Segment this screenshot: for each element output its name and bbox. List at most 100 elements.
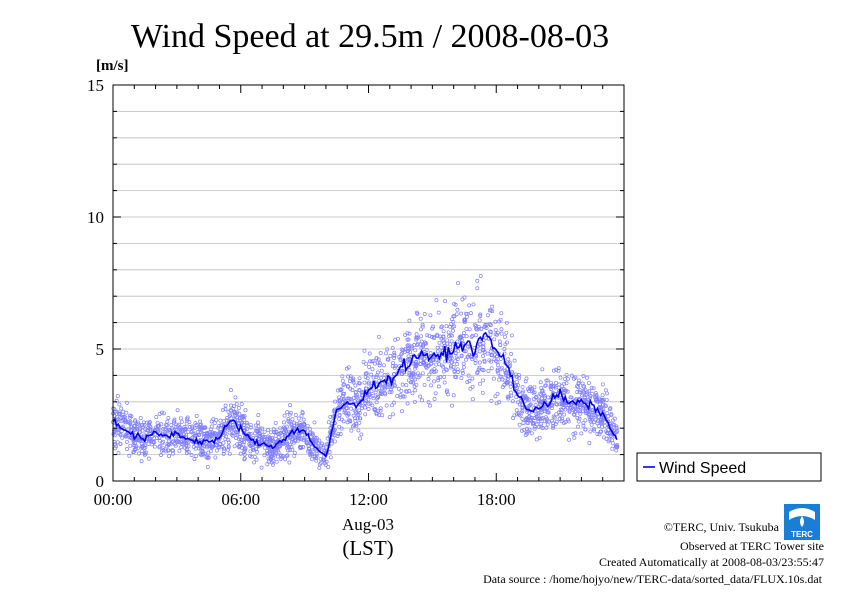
scatter-point — [403, 332, 408, 337]
scatter-point — [288, 410, 293, 415]
y-axis-unit: [m/s] — [96, 58, 129, 74]
scatter-point — [497, 319, 502, 324]
scatter-point — [467, 379, 472, 383]
scatter-point — [435, 345, 440, 350]
scatter-point — [227, 430, 232, 435]
scatter-point — [337, 397, 342, 402]
scatter-point — [232, 410, 237, 414]
scatter-point — [119, 415, 124, 420]
scatter-point — [272, 452, 277, 457]
scatter-point — [426, 400, 431, 405]
scatter-point — [337, 413, 342, 417]
scatter-point — [468, 311, 473, 316]
scatter-point — [378, 406, 383, 411]
scatter-point — [161, 426, 166, 431]
scatter-point — [232, 414, 237, 418]
scatter-point — [157, 438, 162, 443]
scatter-point — [140, 425, 145, 430]
scatter-point — [543, 383, 548, 388]
scatter-point — [451, 393, 456, 398]
scatter-point — [384, 403, 389, 408]
scatter-point — [451, 328, 455, 333]
scatter-point — [459, 338, 464, 342]
scatter-point — [581, 409, 586, 414]
scatter-point — [413, 388, 418, 393]
scatter-point — [253, 423, 258, 428]
scatter-point — [128, 435, 133, 440]
scatter-point — [183, 427, 187, 432]
scatter-point — [559, 401, 564, 406]
scatter-point — [600, 419, 605, 424]
scatter-point — [203, 425, 208, 430]
scatter-point — [455, 339, 460, 344]
scatter-point — [353, 383, 358, 388]
scatter-point — [346, 412, 351, 417]
scatter-point — [362, 380, 367, 385]
scatter-point — [322, 461, 327, 466]
logo-drop-shape — [800, 516, 804, 527]
scatter-point — [407, 371, 412, 376]
scatter-point — [280, 455, 285, 460]
scatter-point — [412, 343, 417, 348]
scatter-point — [133, 418, 138, 423]
scatter-point — [283, 441, 288, 446]
scatter-point — [544, 417, 549, 422]
scatter-point — [228, 408, 233, 413]
scatter-point — [552, 398, 557, 403]
scatter-point — [519, 428, 524, 433]
scatter-point — [396, 386, 401, 391]
scatter-point — [254, 429, 259, 434]
scatter-point — [117, 402, 122, 407]
scatter-point — [256, 424, 261, 429]
scatter-point — [286, 417, 291, 422]
scatter-point — [226, 440, 231, 445]
scatter-point — [229, 388, 233, 393]
scatter-point — [600, 382, 605, 387]
scatter-point — [299, 413, 304, 418]
scatter-point — [404, 383, 409, 388]
scatter-point — [161, 411, 166, 416]
scatter-point — [453, 359, 458, 364]
scatter-point — [533, 424, 538, 429]
scatter-point — [214, 448, 219, 453]
scatter-point — [115, 440, 120, 445]
scatter-point — [152, 436, 157, 441]
scatter-point — [305, 423, 310, 428]
scatter-point — [274, 430, 279, 435]
scatter-point — [464, 326, 469, 331]
scatter-point — [366, 401, 371, 406]
scatter-point — [208, 449, 213, 454]
scatter-point — [125, 447, 129, 451]
scatter-point — [559, 419, 564, 423]
legend: Wind Speed — [636, 452, 822, 482]
scatter-point — [375, 396, 380, 401]
scatter-point — [292, 450, 297, 455]
scatter-point — [128, 424, 133, 429]
scatter-point — [484, 322, 489, 327]
scatter-point — [429, 383, 433, 388]
scatter-point — [381, 363, 386, 368]
scatter-point — [464, 314, 469, 319]
scatter-point — [577, 390, 582, 394]
scatter-point — [123, 415, 127, 420]
credit-data-source: Data source : /home/hojyo/new/TERC-data/… — [483, 572, 823, 586]
scatter-point — [221, 449, 226, 454]
scatter-point — [359, 390, 364, 395]
scatter-point — [262, 445, 267, 450]
scatter-point — [124, 410, 129, 415]
scatter-point — [591, 412, 596, 417]
scatter-point — [504, 330, 509, 335]
scatter-point — [614, 448, 619, 453]
scatter-point — [367, 351, 372, 356]
scatter-point — [466, 373, 471, 378]
scatter-point — [201, 425, 206, 430]
scatter-point — [542, 407, 546, 412]
scatter-point — [351, 380, 356, 385]
scatter-point — [576, 424, 580, 429]
scatter-point — [392, 353, 397, 358]
scatter-point — [404, 358, 409, 363]
scatter-point — [569, 395, 574, 400]
scatter-point — [301, 417, 306, 422]
scatter-point — [587, 410, 592, 415]
scatter-point — [205, 464, 210, 469]
